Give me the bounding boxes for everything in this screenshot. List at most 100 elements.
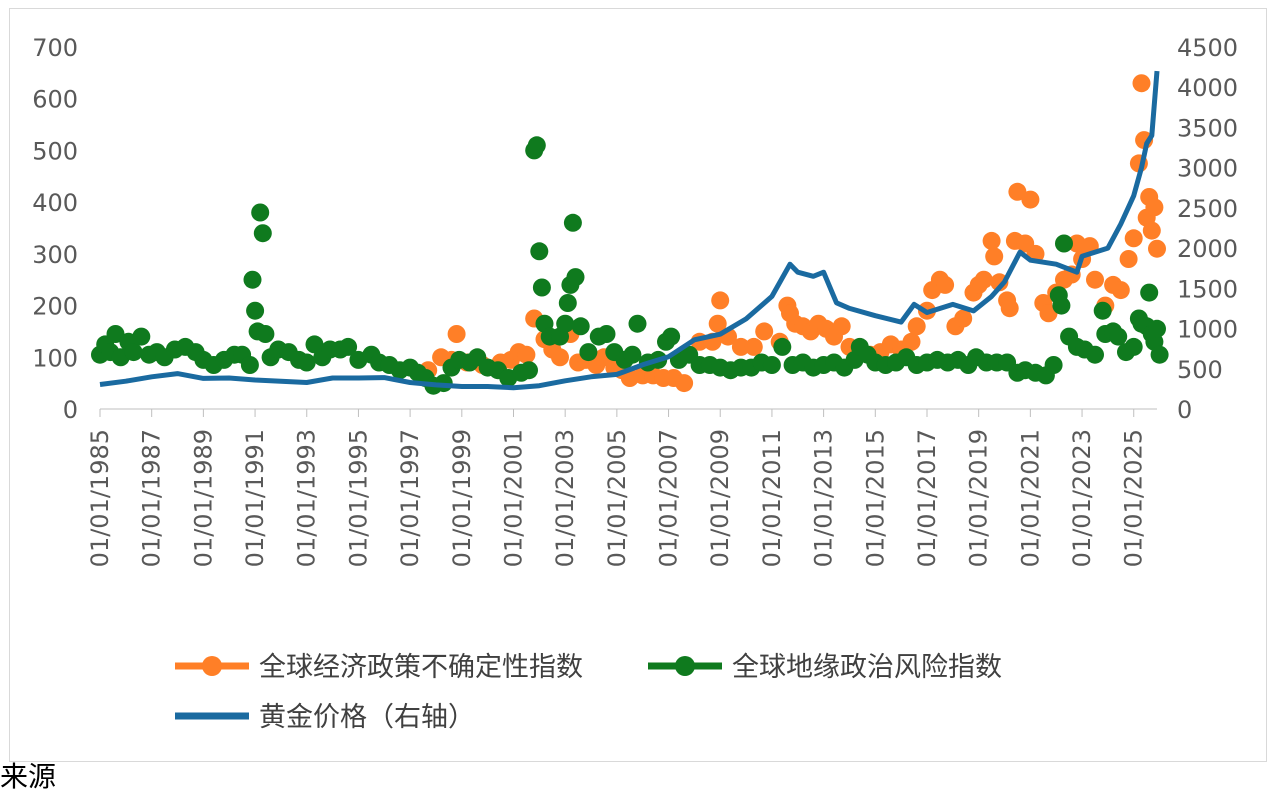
geopolitical-risk-point [530,242,549,261]
geopolitical-risk-point [1055,234,1073,253]
geopolitical-risk-point [558,294,577,312]
geopolitical-risk-point [1148,319,1166,338]
x-tick-label: 01/01/1987 [138,429,166,567]
x-tick-label: 01/01/1997 [396,429,424,567]
x-tick-label: 01/01/2009 [706,429,734,567]
geopolitical-risk-point [597,325,616,343]
left-axis: 0 100 200 300 400 500 600 700 [32,34,78,424]
left-tick-label: 700 [32,34,78,62]
right-tick-label: 0 [1177,396,1192,424]
source-label: 来源 [0,760,57,793]
policy-uncertainty-point [1000,299,1019,318]
x-tick-label: 01/01/2007 [655,429,683,567]
x-tick-label: 01/01/2019 [965,429,993,567]
x-tick-label: 01/01/2013 [810,429,838,567]
geopolitical-risk-point [1086,345,1104,364]
geopolitical-risk-point [571,317,590,336]
geopolitical-risk-point [1150,345,1169,364]
policy-uncertainty-point [1021,190,1040,209]
left-tick-label: 500 [32,137,78,165]
legend-marker [675,656,695,676]
geopolitical-risk-point [243,270,262,289]
left-tick-label: 0 [63,396,78,424]
policy-uncertainty-point [711,291,730,310]
x-tick-label: 01/01/2021 [1016,429,1044,567]
right-axis: 0 500 1000 1500 2000 2500 3000 3500 4000 4500 [1177,34,1238,424]
geopolitical-risk-point [773,337,792,356]
geopolitical-risk-point [1052,296,1071,315]
policy-uncertainty-point [974,270,993,289]
x-tick-label: 01/01/1985 [86,429,114,567]
right-tick-label: 4000 [1177,74,1238,102]
geopolitical-risk-point [251,203,270,222]
policy-uncertainty-point [1111,281,1130,300]
right-tick-label: 1000 [1177,316,1238,344]
right-tick-label: 500 [1177,356,1223,384]
x-tick-label: 01/01/2003 [551,429,579,567]
policy-uncertainty-point [1145,198,1164,217]
policy-uncertainty-point [744,337,763,356]
x-tick-label: 01/01/2023 [1068,429,1096,567]
geopolitical-risk-point [240,356,259,374]
policy-uncertainty-point [447,325,466,343]
policy-uncertainty-point [1132,74,1151,93]
geopolitical-risk-point [762,356,781,374]
geopolitical-risk-point [256,325,275,343]
geopolitical-risk-point [246,301,265,320]
chart-frame [9,8,1267,762]
left-tick-label: 400 [32,189,78,217]
policy-uncertainty-point [1119,250,1138,268]
legend-label: 全球经济政策不确定性指数 [259,652,583,683]
geopolitical-risk-point [520,361,538,380]
geopolitical-risk-point [628,314,647,333]
policy-uncertainty-point [936,275,955,294]
right-tick-label: 2500 [1177,195,1238,223]
geopolitical-risk-point [1109,327,1128,346]
geopolitical-risk-point [1124,337,1143,356]
legend-label: 黄金价格（右轴） [259,702,475,733]
right-tick-label: 3500 [1177,114,1238,142]
geopolitical-risk-point [563,213,582,232]
geopolitical-risk-point [527,136,546,155]
geopolitical-risk-point [339,337,358,356]
left-tick-label: 300 [32,241,78,269]
series-geopolitical-risk [91,136,1169,395]
geopolitical-risk-point [106,325,125,343]
x-tick-label: 01/01/2011 [758,429,786,567]
geopolitical-risk-point [1044,356,1063,374]
x-tick-label: 01/01/1999 [448,429,476,567]
geopolitical-risk-point [1140,283,1159,302]
chart: 0 100 200 300 400 500 600 700 0 500 1000 1500 2000 2… [32,34,1238,733]
policy-uncertainty-point [1148,239,1166,258]
policy-uncertainty-point [902,332,921,351]
policy-uncertainty-point [708,314,727,333]
x-tick-label: 01/01/1989 [189,429,217,567]
right-tick-label: 1500 [1177,275,1238,303]
policy-uncertainty-point [907,317,926,336]
policy-uncertainty-point [832,317,851,336]
geopolitical-risk-point [623,345,642,364]
x-tick-label: 01/01/1993 [293,429,321,567]
right-tick-label: 2000 [1177,235,1238,263]
legend-label: 全球地缘政治风险指数 [732,652,1002,683]
geopolitical-risk-point [579,343,598,362]
series-policy-uncertainty [419,74,1166,393]
x-tick-label: 01/01/2001 [499,429,527,567]
x-axis: 01/01/1985 01/01/1987 01/01/1989 01/01/1991… [86,409,1148,567]
policy-uncertainty-point [1008,182,1027,201]
geopolitical-risk-point [566,268,585,287]
policy-uncertainty-point [1124,229,1143,248]
policy-uncertainty-point [731,337,750,356]
policy-uncertainty-point [551,348,569,367]
geopolitical-risk-point [124,343,143,362]
geopolitical-risk-point [305,335,324,354]
policy-uncertainty-point [1142,221,1161,240]
policy-uncertainty-point [675,374,694,393]
geopolitical-risk-point [532,278,551,297]
right-tick-label: 4500 [1177,34,1238,62]
series-gold-price [99,70,1160,391]
policy-uncertainty-point [517,345,536,364]
geopolitical-risk-point [297,353,316,372]
x-tick-label: 01/01/2025 [1120,429,1148,567]
